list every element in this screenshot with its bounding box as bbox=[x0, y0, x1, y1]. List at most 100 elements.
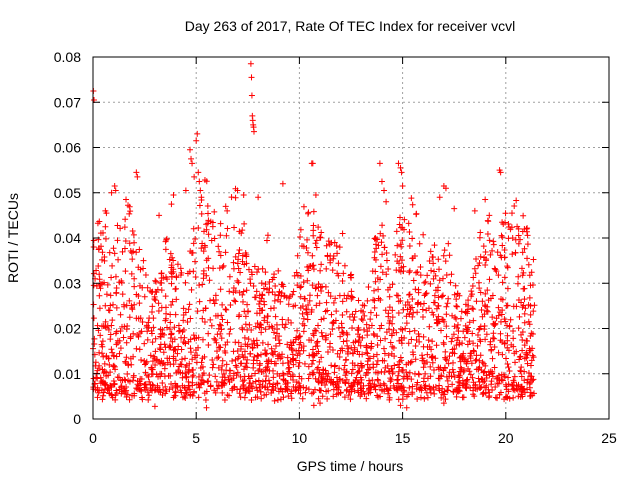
data-point bbox=[485, 386, 492, 393]
data-point bbox=[433, 305, 440, 312]
data-point bbox=[187, 391, 194, 398]
data-point bbox=[128, 270, 135, 277]
data-point bbox=[406, 384, 413, 391]
data-points bbox=[90, 60, 538, 411]
data-point bbox=[283, 383, 290, 390]
data-point bbox=[340, 338, 347, 345]
data-point bbox=[431, 268, 438, 275]
data-point bbox=[502, 210, 509, 217]
data-point bbox=[428, 267, 435, 274]
data-point bbox=[262, 384, 269, 391]
data-point bbox=[311, 386, 318, 393]
data-point bbox=[270, 274, 277, 281]
data-point bbox=[169, 298, 176, 305]
data-point bbox=[501, 373, 508, 380]
data-point bbox=[211, 300, 218, 307]
data-point bbox=[403, 369, 410, 376]
data-point bbox=[305, 386, 312, 393]
data-point bbox=[409, 389, 416, 396]
data-point bbox=[157, 370, 164, 377]
data-point bbox=[335, 380, 342, 387]
data-point bbox=[393, 386, 400, 393]
data-point bbox=[454, 337, 461, 344]
data-point bbox=[405, 291, 412, 298]
data-point bbox=[249, 271, 256, 278]
data-point bbox=[499, 234, 506, 241]
data-point bbox=[259, 292, 266, 299]
data-point bbox=[224, 225, 231, 232]
data-point bbox=[467, 371, 474, 378]
data-point bbox=[408, 195, 415, 202]
data-point bbox=[313, 302, 320, 309]
data-point bbox=[217, 252, 224, 259]
data-point bbox=[126, 396, 133, 403]
data-point bbox=[436, 194, 443, 201]
data-point bbox=[262, 347, 269, 354]
data-point bbox=[356, 379, 363, 386]
data-point bbox=[298, 344, 305, 351]
data-point bbox=[258, 351, 265, 358]
data-point bbox=[195, 169, 202, 176]
y-tick-label: 0.02 bbox=[54, 321, 81, 337]
data-point bbox=[512, 359, 519, 366]
data-point bbox=[188, 286, 195, 293]
data-point bbox=[201, 176, 208, 183]
data-point bbox=[530, 354, 537, 361]
data-point bbox=[524, 225, 531, 232]
data-point bbox=[499, 296, 506, 303]
data-point bbox=[159, 379, 166, 386]
data-point bbox=[450, 331, 457, 338]
data-point bbox=[179, 374, 186, 381]
data-point bbox=[274, 396, 281, 403]
data-point bbox=[340, 270, 347, 277]
data-point bbox=[426, 257, 433, 264]
data-point bbox=[236, 311, 243, 318]
data-point bbox=[183, 389, 190, 396]
data-point bbox=[149, 288, 156, 295]
data-point bbox=[348, 370, 355, 377]
data-point bbox=[269, 386, 276, 393]
data-point bbox=[192, 235, 199, 242]
data-point bbox=[270, 387, 277, 394]
data-point bbox=[147, 352, 154, 359]
data-point bbox=[277, 396, 284, 403]
data-point bbox=[134, 173, 141, 180]
data-point bbox=[506, 323, 513, 330]
data-point bbox=[129, 306, 136, 313]
data-point bbox=[187, 349, 194, 356]
data-point bbox=[521, 310, 528, 317]
data-point bbox=[290, 288, 297, 295]
data-point bbox=[435, 364, 442, 371]
data-point bbox=[137, 266, 144, 273]
data-point bbox=[274, 380, 281, 387]
data-point bbox=[371, 304, 378, 311]
data-point bbox=[361, 326, 368, 333]
data-point bbox=[237, 269, 244, 276]
data-point bbox=[397, 297, 404, 304]
data-point bbox=[530, 376, 537, 383]
data-point bbox=[100, 389, 107, 396]
data-point bbox=[97, 281, 104, 288]
data-point bbox=[484, 231, 491, 238]
data-point bbox=[271, 397, 278, 404]
data-point bbox=[441, 388, 448, 395]
data-point bbox=[310, 262, 317, 269]
data-point bbox=[398, 357, 405, 364]
data-point bbox=[395, 380, 402, 387]
data-point bbox=[226, 372, 233, 379]
data-point bbox=[495, 380, 502, 387]
data-point bbox=[93, 267, 100, 274]
data-point bbox=[382, 335, 389, 342]
data-point bbox=[210, 361, 217, 368]
data-point bbox=[196, 298, 203, 305]
data-point bbox=[445, 360, 452, 367]
data-point bbox=[274, 353, 281, 360]
data-point bbox=[331, 369, 338, 376]
data-point bbox=[306, 352, 313, 359]
data-point bbox=[249, 345, 256, 352]
data-point bbox=[309, 371, 316, 378]
data-point bbox=[505, 220, 512, 227]
data-point bbox=[235, 353, 242, 360]
data-point bbox=[312, 285, 319, 292]
